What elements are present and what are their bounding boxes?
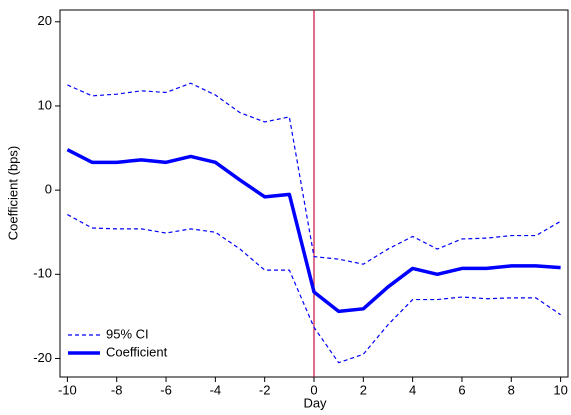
y-tick-label: 20 xyxy=(38,13,52,28)
ci-lower-line xyxy=(67,214,561,364)
x-tick-label: -8 xyxy=(111,382,123,397)
x-tick-label: 8 xyxy=(508,382,515,397)
x-tick-label: 2 xyxy=(360,382,367,397)
y-tick-label: 10 xyxy=(38,97,52,112)
y-tick-label: -10 xyxy=(33,266,52,281)
x-tick-label: -4 xyxy=(210,382,222,397)
x-tick-label: -2 xyxy=(259,382,271,397)
x-tick-label: 4 xyxy=(409,382,416,397)
x-tick-label: 6 xyxy=(458,382,465,397)
x-axis-label: Day xyxy=(303,395,327,410)
legend-label: 95% CI xyxy=(106,326,149,341)
y-axis-label: Coefficient (bps) xyxy=(5,146,20,240)
x-tick-label: 0 xyxy=(310,382,317,397)
y-tick-label: -20 xyxy=(33,350,52,365)
x-tick-label: -10 xyxy=(58,382,77,397)
x-tick-label: 10 xyxy=(553,382,567,397)
y-tick-label: 0 xyxy=(45,182,52,197)
line-series xyxy=(66,148,561,314)
legend-label: Coefficient xyxy=(106,344,168,359)
x-tick-label: -6 xyxy=(160,382,172,397)
line-series xyxy=(67,82,561,265)
